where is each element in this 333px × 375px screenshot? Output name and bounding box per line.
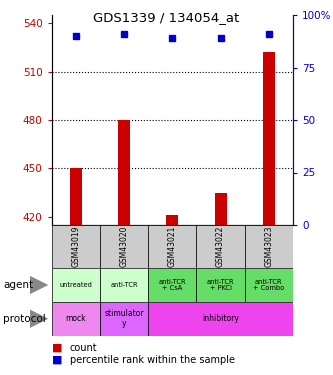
Text: GSM43020: GSM43020: [120, 226, 129, 267]
Bar: [100, 225, 148, 268]
Bar: [52, 302, 100, 336]
Text: ■: ■: [52, 355, 62, 365]
Bar: [100, 268, 148, 302]
Text: anti-TCR
+ PKCi: anti-TCR + PKCi: [207, 279, 234, 291]
Text: untreated: untreated: [59, 282, 92, 288]
Text: stimulator
y: stimulator y: [104, 309, 144, 328]
Bar: [245, 225, 293, 268]
Bar: [118, 120, 130, 225]
Text: protocol: protocol: [3, 314, 46, 324]
Bar: [70, 168, 82, 225]
Text: inhibitory: inhibitory: [202, 314, 239, 323]
Bar: [148, 302, 293, 336]
Bar: [100, 302, 148, 336]
Polygon shape: [30, 276, 48, 294]
Bar: [52, 225, 100, 268]
Bar: [148, 225, 196, 268]
Text: anti-TCR
+ CsA: anti-TCR + CsA: [159, 279, 186, 291]
Bar: [52, 268, 100, 302]
Text: GDS1339 / 134054_at: GDS1339 / 134054_at: [93, 11, 240, 24]
Text: anti-TCR: anti-TCR: [110, 282, 138, 288]
Text: GSM43022: GSM43022: [216, 226, 225, 267]
Text: GSM43021: GSM43021: [168, 226, 177, 267]
Polygon shape: [30, 310, 48, 328]
Text: percentile rank within the sample: percentile rank within the sample: [70, 355, 235, 365]
Bar: [214, 193, 227, 225]
Text: mock: mock: [66, 314, 86, 323]
Bar: [196, 225, 245, 268]
Bar: [263, 52, 275, 225]
Text: agent: agent: [3, 280, 33, 290]
Text: count: count: [70, 343, 98, 353]
Text: GSM43019: GSM43019: [71, 226, 80, 267]
Bar: [148, 268, 196, 302]
Bar: [166, 215, 178, 225]
Text: anti-TCR
+ Combo: anti-TCR + Combo: [253, 279, 284, 291]
Text: GSM43023: GSM43023: [264, 226, 273, 267]
Text: ■: ■: [52, 343, 62, 353]
Bar: [196, 268, 245, 302]
Bar: [245, 268, 293, 302]
